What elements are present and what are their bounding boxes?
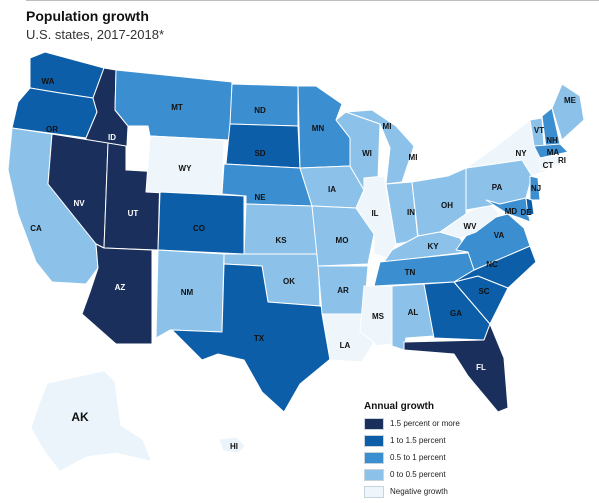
legend-label: 0.5 to 1 percent (390, 453, 446, 462)
legend-swatch (364, 417, 384, 430)
label-hi: HI (230, 442, 238, 451)
label-mn: MN (312, 124, 325, 133)
state-ri[interactable] (551, 155, 561, 167)
label-vt: VT (534, 126, 544, 135)
state-ct[interactable] (539, 155, 553, 171)
label-de: DE (520, 208, 532, 217)
legend-title: Annual growth (364, 401, 434, 412)
legend-label: 0 to 0.5 percent (390, 470, 446, 479)
state-me[interactable] (551, 83, 585, 141)
label-ak: AK (71, 410, 89, 424)
label-ga: GA (450, 309, 462, 318)
label-nd: ND (254, 106, 266, 115)
label-ar: AR (337, 286, 349, 295)
legend: Annual growth 1.5 percent or more 1 to 1… (364, 401, 494, 501)
label-ct: CT (543, 161, 554, 170)
label-mi-upper: MI (383, 122, 392, 131)
label-tn: TN (405, 268, 416, 277)
label-nh: NH (546, 136, 558, 145)
legend-item: Negative growth (364, 484, 494, 499)
label-fl: FL (476, 363, 486, 372)
label-md: MD (505, 207, 518, 216)
legend-item: 0.5 to 1 percent (364, 450, 494, 465)
label-al: AL (408, 308, 419, 317)
legend-item: 1 to 1.5 percent (364, 433, 494, 448)
label-wv: WV (464, 222, 478, 231)
state-az[interactable] (81, 243, 153, 345)
state-mi[interactable] (345, 109, 415, 185)
label-va: VA (494, 231, 505, 240)
label-ky: KY (427, 242, 439, 251)
label-ut: UT (128, 209, 139, 218)
legend-item: 0 to 0.5 percent (364, 467, 494, 482)
legend-label: 1.5 percent or more (390, 419, 460, 428)
label-nm: NM (181, 288, 194, 297)
map-title: Population growth (26, 8, 149, 24)
state-ks[interactable] (243, 203, 319, 255)
label-me: ME (564, 96, 577, 105)
legend-item: 1.5 percent or more (364, 416, 494, 431)
label-nj: NJ (531, 184, 541, 193)
legend-swatch (364, 485, 384, 498)
label-ma: MA (547, 148, 560, 157)
label-sc: SC (478, 287, 489, 296)
label-ia: IA (328, 185, 336, 194)
label-nc: NC (486, 260, 498, 269)
legend-swatch (364, 451, 384, 464)
label-ks: KS (275, 236, 287, 245)
label-ri: RI (558, 156, 566, 165)
label-id: ID (108, 133, 116, 142)
label-il: IL (371, 209, 378, 218)
state-tx[interactable] (171, 263, 335, 413)
label-ca: CA (30, 224, 42, 233)
state-hi[interactable] (219, 437, 245, 453)
label-ms: MS (372, 312, 385, 321)
legend-swatch (364, 434, 384, 447)
label-ok: OK (283, 277, 295, 286)
label-co: CO (193, 224, 205, 233)
label-pa: PA (492, 183, 503, 192)
top-rule (26, 0, 599, 1)
state-co[interactable] (157, 191, 245, 255)
label-tx: TX (254, 334, 265, 343)
state-nd[interactable] (229, 83, 299, 127)
state-ak[interactable] (31, 371, 151, 471)
label-mt: MT (171, 103, 183, 112)
label-or: OR (46, 125, 58, 134)
label-mi: MI (409, 153, 418, 162)
label-mo: MO (336, 236, 349, 245)
label-sd: SD (254, 149, 265, 158)
label-az: AZ (115, 283, 126, 292)
label-wy: WY (179, 164, 193, 173)
state-ma[interactable] (533, 143, 569, 159)
label-nv: NV (73, 199, 85, 208)
state-nj[interactable] (529, 175, 541, 201)
state-de[interactable] (525, 197, 535, 217)
label-oh: OH (441, 201, 453, 210)
label-ne: NE (254, 193, 266, 202)
legend-label: Negative growth (390, 487, 448, 496)
state-mo[interactable] (311, 205, 375, 267)
label-wa: WA (42, 77, 55, 86)
label-ny: NY (515, 149, 527, 158)
label-la: LA (340, 341, 351, 350)
legend-swatch (364, 468, 384, 481)
state-sd[interactable] (225, 123, 301, 169)
map-subtitle: U.S. states, 2017-2018* (26, 27, 165, 42)
legend-label: 1 to 1.5 percent (390, 436, 446, 445)
label-in: IN (407, 208, 415, 217)
label-wi: WI (362, 149, 372, 158)
state-fl[interactable] (403, 323, 509, 413)
